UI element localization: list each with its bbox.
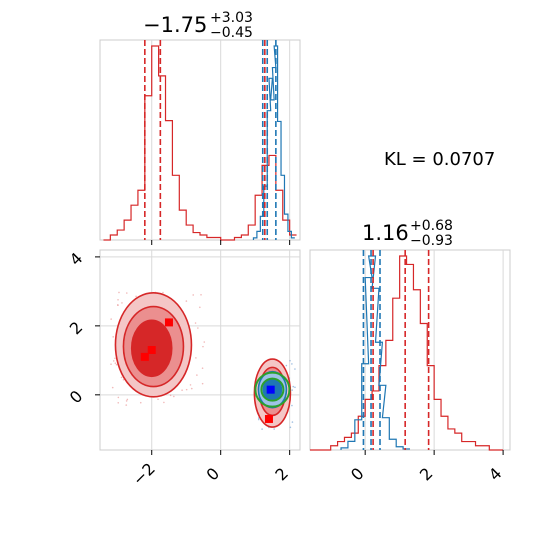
sample-dot: [202, 345, 204, 348]
joint-scatter-panel: [99, 249, 301, 451]
sample-dot: [157, 398, 159, 401]
joint-mode-markers: [140, 318, 275, 423]
mode-marker: [147, 346, 156, 354]
sample-dot: [117, 396, 120, 399]
sample-dot: [203, 341, 206, 343]
sample-dot: [261, 428, 263, 430]
param1-hist-frame: [99, 39, 301, 241]
sample-dot: [112, 336, 114, 338]
sample-dot: [110, 363, 112, 366]
param2-hist-series-0: [310, 255, 504, 451]
param1-title-plus: +3.03: [210, 10, 253, 26]
sample-dot: [273, 428, 275, 430]
param2-title-median: 1.16: [362, 221, 409, 245]
param1-title-minus: −0.45: [210, 25, 253, 41]
sample-dot: [190, 387, 193, 390]
param2-hist-lines: [310, 255, 504, 451]
sample-dot: [110, 318, 112, 320]
param1-title-median: −1.75: [143, 13, 207, 37]
sample-dot: [291, 363, 293, 365]
y-tick-label-param2: 2: [66, 318, 87, 339]
sample-dot: [117, 401, 120, 404]
sample-dot: [185, 300, 188, 302]
mode-marker: [264, 414, 273, 423]
x-tick-label-param1: 2: [271, 464, 292, 485]
sample-dot: [135, 295, 137, 298]
x-tick-label-param2: 0: [347, 464, 368, 485]
sample-dot: [125, 292, 128, 294]
kl-annotation: KL = 0.0707: [384, 149, 495, 170]
y-tick-label-param2: 0: [66, 387, 87, 408]
param2-hist-series-1: [340, 255, 410, 450]
joint-grid: [100, 250, 300, 450]
param1-hist-lines: [103, 45, 297, 241]
sample-dot: [125, 400, 128, 402]
sample-dot: [294, 386, 296, 389]
y-tick-label-param2: 4: [66, 249, 87, 270]
sample-dot: [162, 291, 164, 294]
sample-dot: [201, 382, 204, 385]
sample-dot: [118, 291, 120, 294]
joint-contours: [114, 292, 292, 428]
param1-hist-panel: [99, 39, 301, 241]
sample-dot: [196, 374, 198, 376]
sample-dot: [112, 360, 115, 362]
sample-dot: [163, 401, 165, 404]
mode-marker: [266, 385, 275, 394]
sample-dot: [173, 395, 175, 398]
sample-dot: [114, 362, 117, 364]
param2-title-plus: +0.68: [410, 218, 453, 234]
sample-dot: [169, 394, 172, 397]
sample-dot: [285, 364, 288, 367]
sample-dot: [126, 398, 129, 401]
sample-dot: [257, 418, 260, 421]
sample-dot: [125, 404, 128, 406]
sample-dot: [294, 368, 296, 370]
sample-dot: [194, 322, 197, 324]
sample-dot: [117, 298, 119, 301]
sample-dot: [289, 359, 291, 362]
joint-frame: [99, 249, 301, 451]
sample-dot: [120, 376, 123, 379]
sample-dot: [139, 401, 142, 404]
x-tick-label-param2: 2: [416, 464, 437, 485]
sample-dot: [291, 389, 293, 391]
x-tick-label-param1: −2: [129, 459, 159, 489]
mode-marker: [140, 352, 149, 361]
x-tick-label-param1: 0: [202, 464, 223, 485]
param2-quantile-lines: [362, 250, 430, 450]
param1-hist-series-1: [252, 45, 295, 240]
x-tick-label-param2: 4: [485, 464, 506, 485]
sample-dot: [200, 294, 202, 296]
sample-dot: [181, 389, 183, 391]
sample-dot: [201, 367, 204, 369]
param1-quantile-lines: [144, 40, 277, 240]
sample-dot: [116, 304, 119, 306]
sample-dot: [189, 384, 192, 386]
param1-hist-series-0: [103, 45, 297, 241]
param2-hist-frame: [309, 249, 511, 451]
green-circle-outer: [254, 371, 291, 408]
sample-dot: [197, 327, 199, 329]
sample-dot: [292, 385, 295, 388]
sample-dot: [114, 357, 116, 360]
sample-dot: [192, 294, 195, 296]
sample-dot: [115, 363, 118, 366]
param2-hist-panel: [309, 249, 511, 451]
sample-dot: [111, 386, 114, 389]
green-circle-inner: [260, 377, 285, 402]
param2-title-minus: −0.93: [410, 233, 453, 249]
sample-dot: [195, 357, 197, 359]
sample-dot: [291, 421, 294, 423]
sample-dot: [121, 302, 123, 304]
sample-dot: [122, 378, 125, 381]
sample-dot: [199, 306, 201, 309]
mode-marker: [164, 318, 173, 327]
sample-dot: [289, 426, 292, 429]
sample-dot: [291, 404, 293, 407]
sample-dot: [185, 388, 188, 391]
